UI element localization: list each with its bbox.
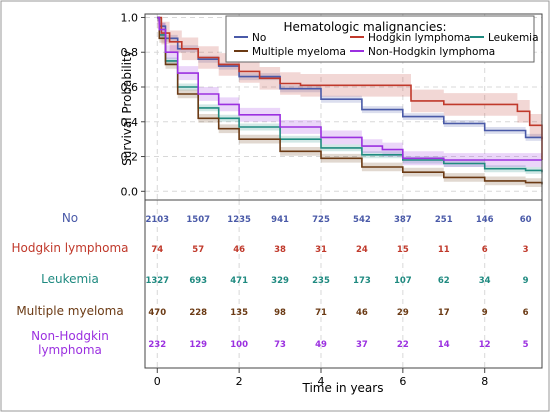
risk-value: 24 bbox=[356, 245, 368, 255]
risk-value: 98 bbox=[274, 308, 286, 318]
risk-value: 387 bbox=[394, 215, 412, 225]
risk-value: 251 bbox=[435, 215, 453, 225]
risk-row-label-non-hodgkin-lymphoma: lymphoma bbox=[38, 343, 102, 357]
risk-value: 129 bbox=[189, 340, 207, 350]
legend-label-non-hodgkin-lymphoma: Non-Hodgkin lymphoma bbox=[368, 46, 495, 58]
risk-value: 31 bbox=[315, 245, 327, 255]
risk-value: 38 bbox=[274, 245, 286, 255]
legend-box bbox=[225, 15, 535, 63]
risk-value: 107 bbox=[394, 276, 412, 286]
risk-value: 3 bbox=[523, 245, 529, 255]
survival-lines bbox=[157, 16, 543, 185]
legend-title: Hematologic malignancies: bbox=[283, 20, 446, 34]
band-hodgkin-lymphoma bbox=[157, 17, 543, 172]
y-tick-label: 0.8 bbox=[121, 46, 139, 59]
x-tick-label: 6 bbox=[399, 375, 406, 388]
x-tick-label: 8 bbox=[481, 375, 488, 388]
y-tick-label: 0.0 bbox=[121, 185, 139, 198]
risk-value: 62 bbox=[438, 276, 450, 286]
risk-value: 11 bbox=[438, 245, 450, 255]
line-non-hodgkin-lymphoma bbox=[157, 16, 542, 161]
risk-value: 1507 bbox=[186, 215, 210, 225]
risk-value: 542 bbox=[353, 215, 371, 225]
line-hodgkin-lymphoma bbox=[157, 16, 543, 160]
risk-value: 34 bbox=[479, 276, 491, 286]
axes: 0.00.20.40.60.81.00 2 4 6 8 bbox=[121, 11, 489, 388]
x-axis-label: Time in years bbox=[302, 381, 384, 395]
risk-value: 29 bbox=[397, 308, 409, 318]
legend-label-no: No bbox=[252, 32, 266, 44]
risk-value: 57 bbox=[192, 245, 204, 255]
risk-value: 5 bbox=[523, 340, 529, 350]
y-axis-label: Survival Probability bbox=[120, 50, 134, 166]
legend-label-multiple-myeloma: Multiple myeloma bbox=[252, 46, 346, 58]
risk-value: 329 bbox=[271, 276, 289, 286]
risk-value: 2103 bbox=[145, 215, 169, 225]
risk-value: 14 bbox=[438, 340, 450, 350]
risk-value: 46 bbox=[233, 245, 245, 255]
risk-value: 49 bbox=[315, 340, 327, 350]
risk-value: 100 bbox=[230, 340, 248, 350]
risk-value: 1235 bbox=[227, 215, 251, 225]
risk-value: 22 bbox=[397, 340, 409, 350]
risk-value: 235 bbox=[312, 276, 330, 286]
risk-value: 9 bbox=[523, 276, 529, 286]
risk-value: 15 bbox=[397, 245, 409, 255]
y-tick-label: 0.4 bbox=[121, 116, 139, 129]
line-no bbox=[157, 16, 543, 140]
y-tick-label: 0.6 bbox=[121, 81, 139, 94]
risk-value: 71 bbox=[315, 308, 327, 318]
risk-value: 6 bbox=[482, 245, 488, 255]
risk-value: 37 bbox=[356, 340, 368, 350]
risk-value: 74 bbox=[151, 245, 163, 255]
risk-row-label-multiple-myeloma: Multiple myeloma bbox=[16, 304, 123, 318]
risk-value: 6 bbox=[523, 308, 529, 318]
legend: Hematologic malignancies: No Hodgkin lymp… bbox=[225, 15, 539, 63]
legend-label-hodgkin-lymphoma: Hodgkin lymphoma bbox=[368, 32, 470, 44]
line-multiple-myeloma bbox=[157, 16, 543, 185]
risk-value: 12 bbox=[479, 340, 491, 350]
risk-value: 941 bbox=[271, 215, 289, 225]
risk-row-label-non-hodgkin-lymphoma: Non-Hodgkin bbox=[31, 329, 109, 343]
risk-value: 146 bbox=[476, 215, 494, 225]
risk-row-label-hodgkin-lymphoma: Hodgkin lymphoma bbox=[11, 241, 128, 255]
band-multiple-myeloma bbox=[157, 17, 543, 189]
risk-value: 228 bbox=[189, 308, 207, 318]
risk-value: 173 bbox=[353, 276, 371, 286]
risk-value: 725 bbox=[312, 215, 330, 225]
x-tick-label: 4 bbox=[317, 375, 324, 388]
risk-value: 46 bbox=[356, 308, 368, 318]
risk-value: 9 bbox=[482, 308, 488, 318]
y-tick-label: 1.0 bbox=[121, 11, 139, 24]
risk-value: 471 bbox=[230, 276, 248, 286]
y-tick-label: 0.2 bbox=[121, 151, 139, 164]
risk-row-label-no: No bbox=[62, 211, 78, 225]
risk-value: 470 bbox=[148, 308, 166, 318]
risk-value: 232 bbox=[148, 340, 166, 350]
legend-label-leukemia: Leukemia bbox=[488, 32, 539, 44]
risk-value: 1327 bbox=[145, 276, 169, 286]
risk-value: 60 bbox=[520, 215, 532, 225]
risk-value: 73 bbox=[274, 340, 286, 350]
risk-value: 135 bbox=[230, 308, 248, 318]
risk-table-frame bbox=[144, 199, 543, 369]
risk-value: 693 bbox=[189, 276, 207, 286]
risk-row-label-leukemia: Leukemia bbox=[41, 272, 99, 286]
x-tick-label: 2 bbox=[236, 375, 243, 388]
risk-table: No 2103 1507 1235 941 725 542 387 251 146 60Hodgki… bbox=[11, 211, 531, 357]
x-tick-label: 0 bbox=[154, 375, 161, 388]
risk-value: 17 bbox=[438, 308, 450, 318]
